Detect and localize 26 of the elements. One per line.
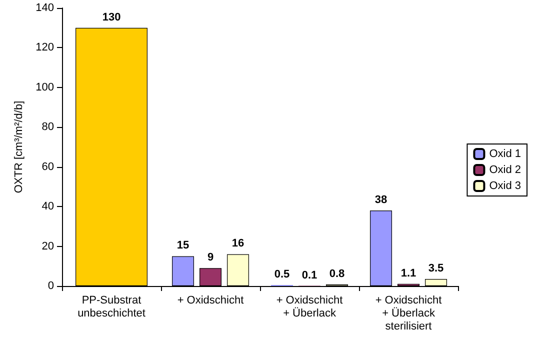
y-tick-label: 0 xyxy=(48,280,54,292)
x-tick-label: PP-Substrat unbeschichtet xyxy=(78,294,146,320)
y-tick-label: 40 xyxy=(42,200,54,213)
legend-label: Oxid 3 xyxy=(489,180,522,192)
data-label: 0.8 xyxy=(329,268,345,280)
data-label: 130 xyxy=(102,11,121,24)
y-tick-label: 80 xyxy=(42,121,54,134)
x-tick-label: + Oxidschicht + Überlack sterilisiert xyxy=(375,294,442,332)
y-tick-label: 60 xyxy=(42,160,54,173)
data-label: 1.1 xyxy=(400,267,416,280)
y-tick-label: 20 xyxy=(42,240,54,252)
data-label: 15 xyxy=(176,240,190,252)
y-tick-label: 120 xyxy=(36,42,54,54)
x-tick-label: + Oxidschicht xyxy=(177,294,244,306)
legend-label: Oxid 2 xyxy=(489,164,522,176)
data-label: 0.1 xyxy=(302,269,318,282)
data-label: 16 xyxy=(232,238,244,250)
data-label: 3.5 xyxy=(428,262,444,275)
data-label: 38 xyxy=(374,194,388,206)
x-tick-label: + Oxidschicht + Überlack xyxy=(276,294,343,320)
data-label: 9 xyxy=(207,252,214,264)
y-tick-label: 140 xyxy=(36,2,54,14)
y-axis-title: OXTR [cm³/m²/d/b] xyxy=(13,100,26,194)
legend-label: Oxid 1 xyxy=(489,148,522,160)
data-label: 0.5 xyxy=(274,268,290,281)
y-tick-label: 100 xyxy=(36,81,54,94)
